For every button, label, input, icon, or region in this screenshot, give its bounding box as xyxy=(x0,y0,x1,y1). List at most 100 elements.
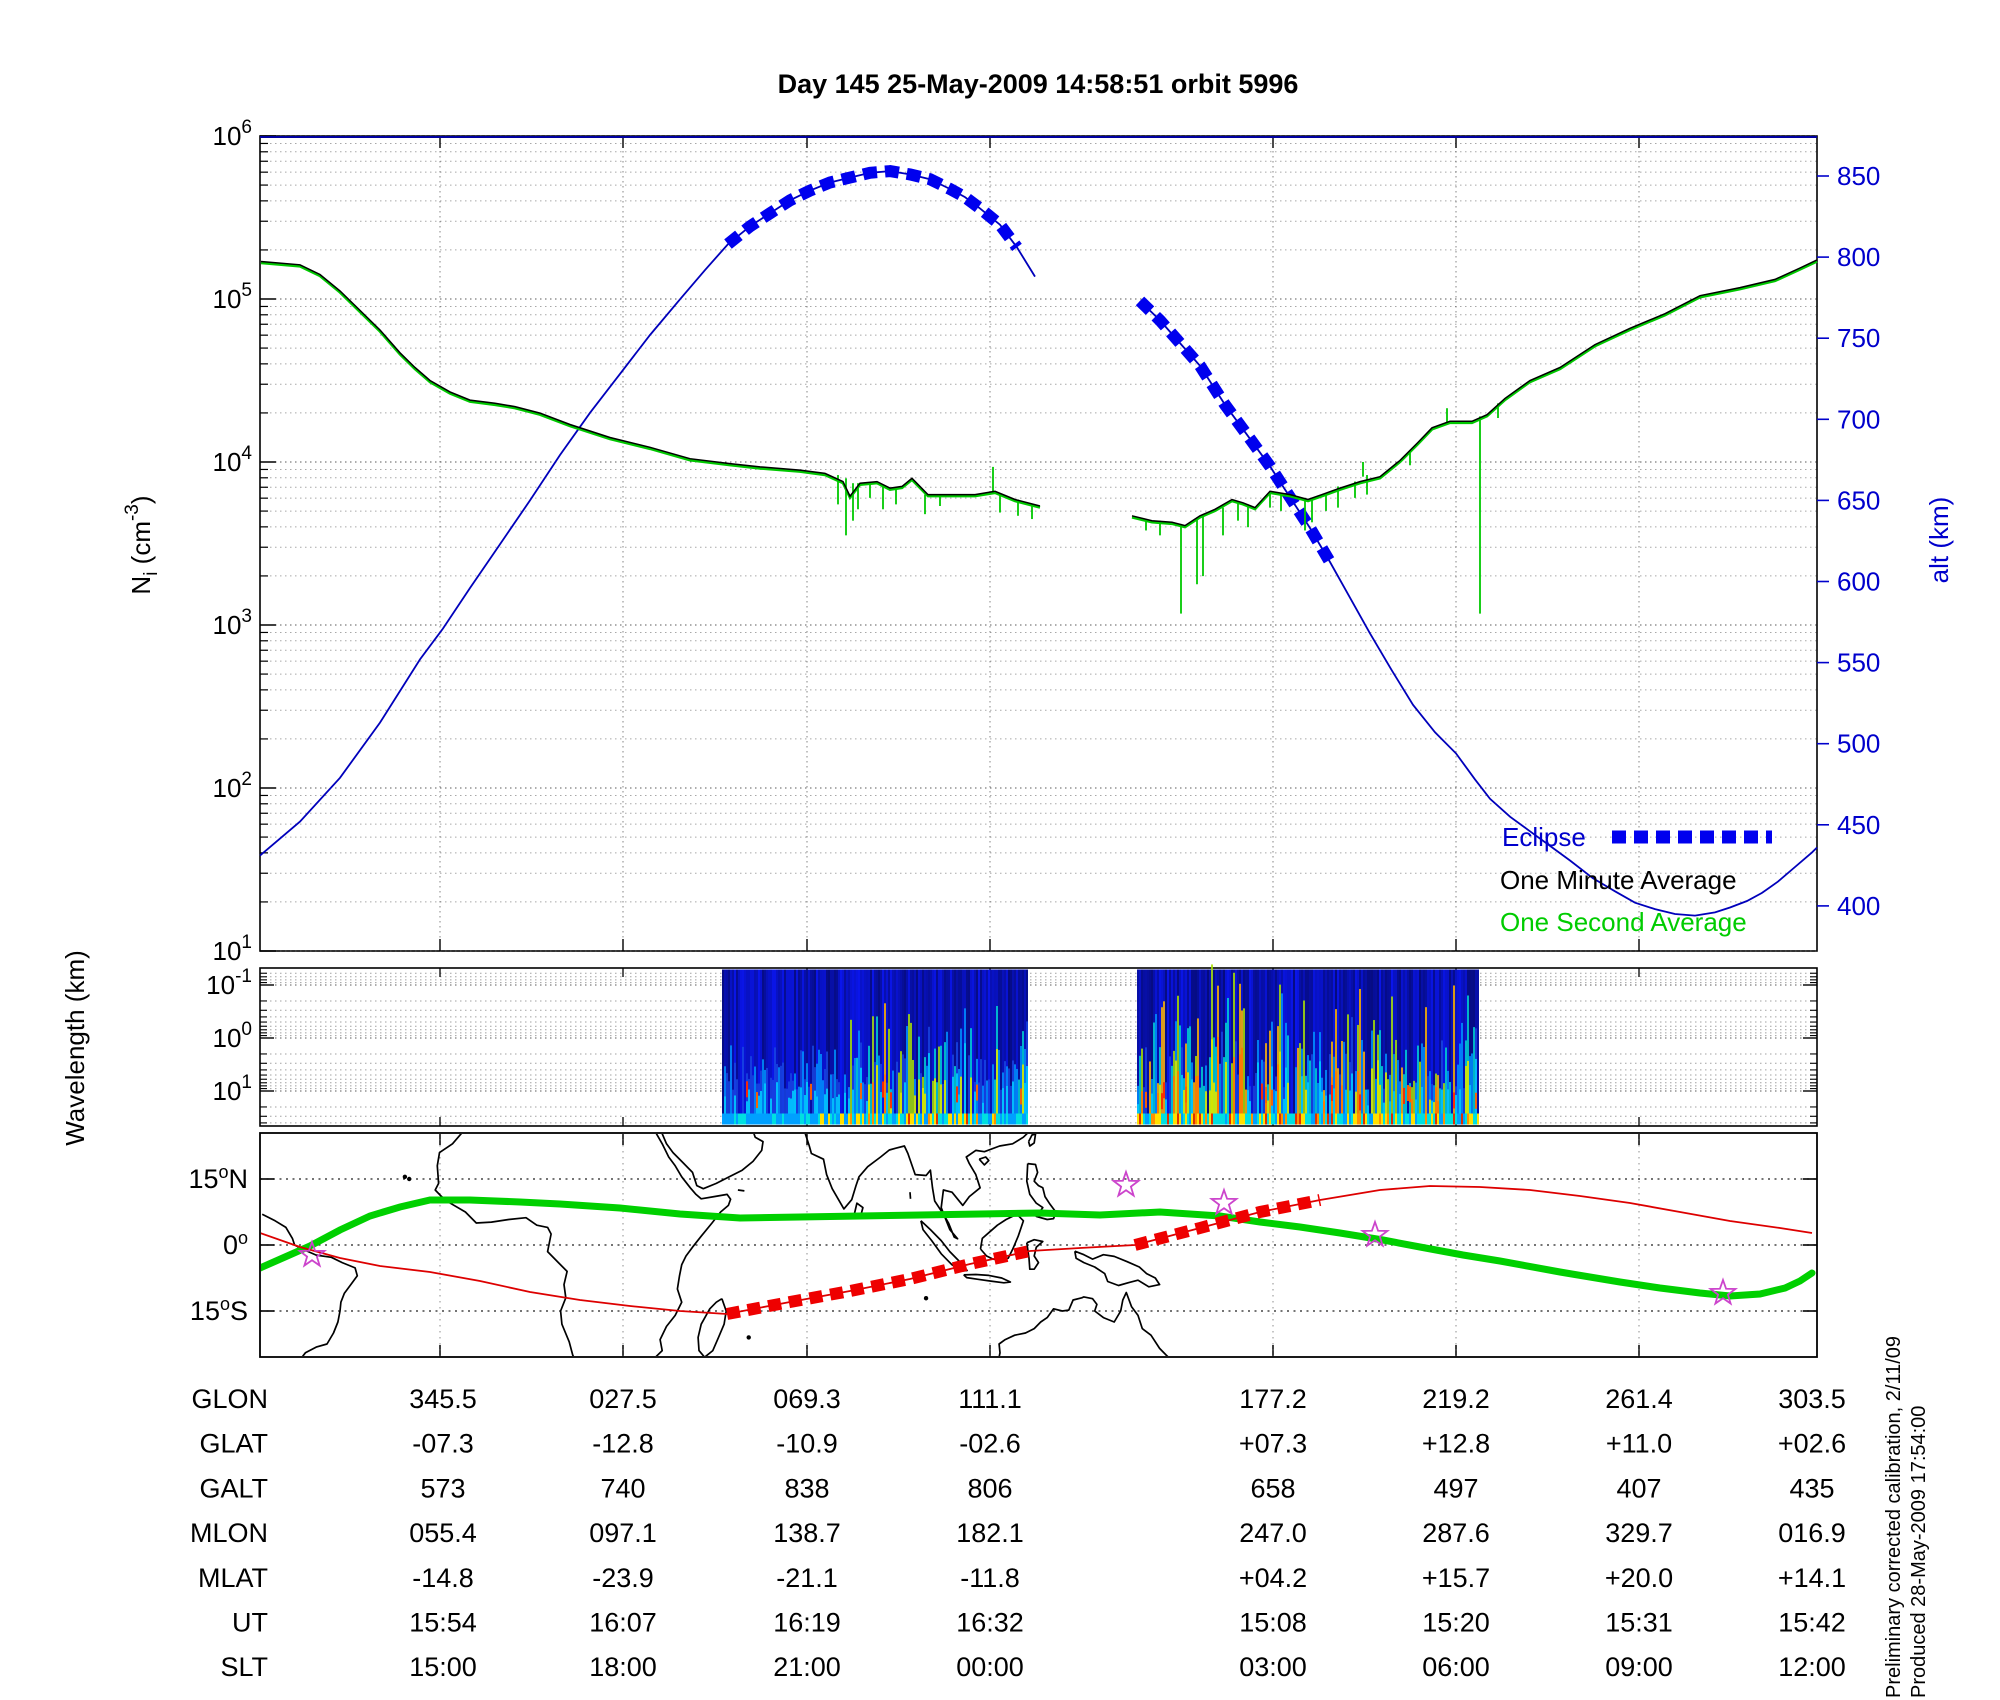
svg-text:Wavelength (km): Wavelength (km) xyxy=(60,950,90,1146)
page-title: Day 145 25-May-2009 14:58:51 orbit 5996 xyxy=(778,69,1299,99)
wavelength-tick-label: 100 xyxy=(213,1019,253,1053)
footer-note-1: Preliminary corrected calibration, 2/11/… xyxy=(1883,1336,1905,1698)
table-cell: +11.0 xyxy=(1606,1429,1672,1459)
table-cell: 111.1 xyxy=(958,1384,1022,1414)
island-dot xyxy=(180,1139,184,1143)
table-cell: 16:07 xyxy=(589,1608,657,1638)
table-cell: 069.3 xyxy=(773,1384,841,1414)
world-map-panel: 15oN 0o 15oS xyxy=(48,1129,1818,1361)
table-cell: 247.0 xyxy=(1239,1518,1307,1548)
map-lat-label: 15oS xyxy=(190,1294,248,1326)
eclipse-ground-track xyxy=(1133,1194,1322,1251)
island-dot xyxy=(249,1185,253,1189)
alt-tick-label: 550 xyxy=(1837,648,1880,678)
ground-station-star xyxy=(1208,1187,1240,1216)
table-cell: 016.9 xyxy=(1778,1518,1846,1548)
table-cell: 18:00 xyxy=(589,1652,657,1682)
table-cell: +04.2 xyxy=(1239,1563,1307,1593)
ni-tick-label: 103 xyxy=(213,606,253,640)
table-cell: 497 xyxy=(1433,1473,1478,1503)
table-cell: 12:00 xyxy=(1778,1652,1846,1682)
table-cell: 573 xyxy=(420,1473,465,1503)
ni-one-minute-curve xyxy=(1131,259,1818,527)
map-lat-label: 15oN xyxy=(188,1162,248,1194)
alt-tick-label: 800 xyxy=(1837,242,1880,272)
eclipse-ground-track xyxy=(725,1245,1032,1320)
table-row-label: GALT xyxy=(199,1473,268,1503)
alt-tick-label: 600 xyxy=(1837,567,1880,597)
coastline xyxy=(48,1129,206,1361)
table-cell: 740 xyxy=(600,1473,645,1503)
svg-text:Preliminary corrected calibrat: Preliminary corrected calibration, 2/11/… xyxy=(1883,1336,1905,1698)
svg-text:Ni (cm-3): Ni (cm-3) xyxy=(122,495,162,594)
alt-tick-label: 650 xyxy=(1837,485,1880,515)
table-cell: 435 xyxy=(1789,1473,1834,1503)
alt-tick-label: 500 xyxy=(1837,729,1880,759)
ground-station-star xyxy=(1359,1219,1391,1248)
table-cell: 15:20 xyxy=(1422,1608,1490,1638)
coastline xyxy=(176,1192,247,1210)
table-cell: 287.6 xyxy=(1422,1518,1490,1548)
coastline xyxy=(1027,1134,1037,1147)
legend-one-second-label: One Second Average xyxy=(1500,907,1747,937)
alt-tick-label: 400 xyxy=(1837,891,1880,921)
ni-tick-label: 106 xyxy=(213,117,253,151)
table-cell: 138.7 xyxy=(773,1518,841,1548)
coastline xyxy=(804,1134,1028,1240)
table-cell: -21.1 xyxy=(776,1563,838,1593)
spectrogram-frame xyxy=(259,967,1818,1127)
table-cell: 303.5 xyxy=(1778,1384,1846,1414)
table-cell: 16:32 xyxy=(956,1608,1024,1638)
table-cell: 838 xyxy=(784,1473,829,1503)
table-cell: 027.5 xyxy=(589,1384,657,1414)
eclipse-dash-segment xyxy=(1135,296,1336,566)
table-cell: 16:19 xyxy=(773,1608,841,1638)
coastline xyxy=(434,1134,575,1356)
coastline xyxy=(978,1156,990,1166)
coastline xyxy=(261,1213,359,1356)
ni-one-second-curve xyxy=(260,261,1041,509)
table-row-label: MLAT xyxy=(198,1563,268,1593)
legend-one-minute-label: One Minute Average xyxy=(1500,865,1737,895)
island-dot xyxy=(407,1176,412,1182)
magnetic-equator-line xyxy=(261,1196,1816,1300)
table-cell: -14.8 xyxy=(412,1563,474,1593)
coastline xyxy=(86,1129,115,1164)
alt-tick-label: 450 xyxy=(1837,810,1880,840)
svg-text:alt (km): alt (km) xyxy=(1924,497,1954,584)
table-cell: -02.6 xyxy=(959,1429,1021,1459)
ground-station-star xyxy=(296,1239,328,1268)
island-dot xyxy=(746,1335,751,1340)
table-cell: +15.7 xyxy=(1422,1563,1490,1593)
wavelength-spectrogram-panel: 10-1 100 101 xyxy=(206,964,1818,1127)
table-cell: +14.1 xyxy=(1778,1563,1846,1593)
wavelength-tick-label: 10-1 xyxy=(206,966,252,1000)
island-dot xyxy=(171,1137,175,1141)
footer-note-2: Produced 28-May-2009 17:54:00 xyxy=(1908,1406,1930,1698)
coastline xyxy=(154,1129,162,1134)
ni-tick-label: 105 xyxy=(213,280,253,314)
coastline xyxy=(697,1297,728,1356)
alt-tick-label: 850 xyxy=(1837,161,1880,191)
wavelength-axis-label: Wavelength (km) xyxy=(60,950,90,1146)
wavelength-tick-label: 101 xyxy=(213,1072,253,1106)
table-cell: 15:00 xyxy=(409,1652,477,1682)
coastline xyxy=(1025,1238,1044,1271)
island-dot xyxy=(402,1174,408,1180)
coastline xyxy=(1073,1250,1161,1288)
coastline xyxy=(963,1273,1012,1284)
alt-tick-label: 700 xyxy=(1837,404,1880,434)
ni-tick-label: 102 xyxy=(213,769,253,803)
orbit-ground-track xyxy=(261,1185,1813,1315)
legend-eclipse-label: Eclipse xyxy=(1502,822,1586,852)
island-dot xyxy=(923,1296,929,1301)
island-dot xyxy=(115,1245,119,1249)
table-cell: 055.4 xyxy=(409,1518,477,1548)
coastline xyxy=(998,1291,1169,1356)
spectrogram-block xyxy=(1137,964,1479,1125)
altitude-curve xyxy=(259,170,1036,857)
ground-station-star xyxy=(1707,1277,1739,1306)
table-cell: 219.2 xyxy=(1422,1384,1490,1414)
